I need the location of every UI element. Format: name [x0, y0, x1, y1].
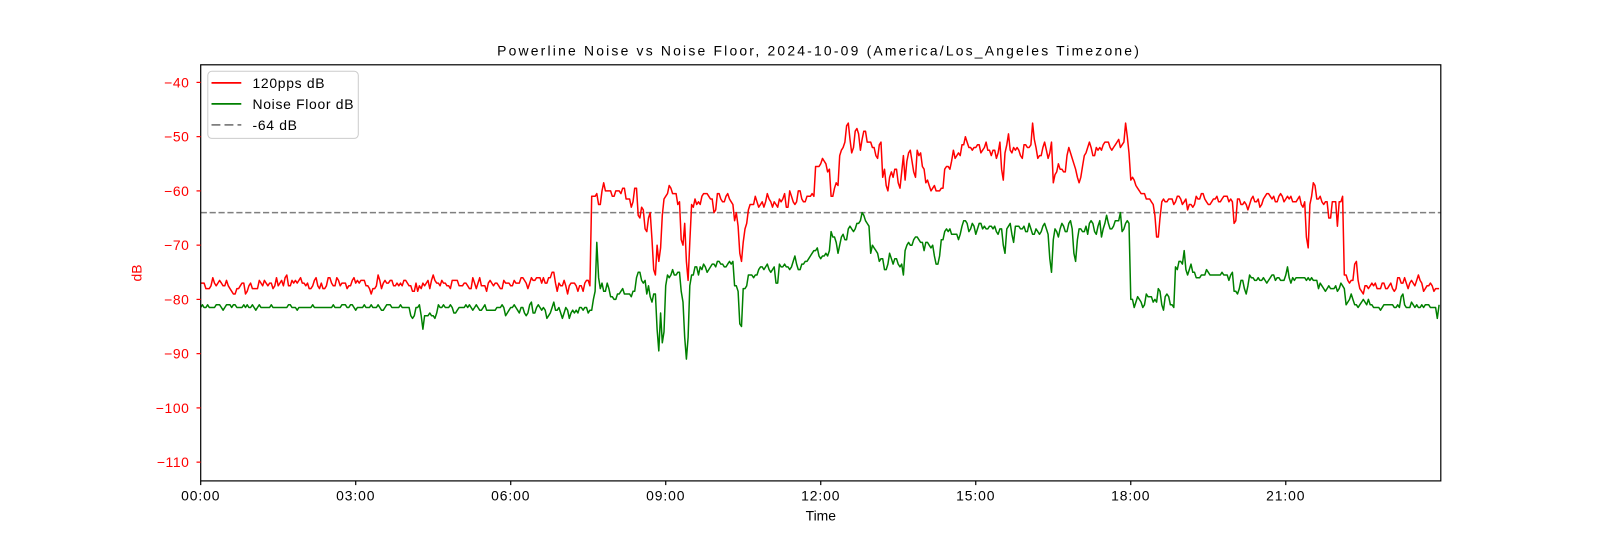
svg-text:−100: −100	[156, 400, 190, 416]
svg-text:dB: dB	[129, 265, 145, 282]
svg-text:03:00: 03:00	[336, 488, 375, 504]
svg-text:-64 dB: -64 dB	[253, 117, 298, 133]
svg-text:−50: −50	[164, 129, 189, 145]
svg-text:−110: −110	[157, 454, 190, 470]
svg-text:−90: −90	[164, 346, 189, 362]
svg-text:00:00: 00:00	[181, 488, 220, 504]
svg-text:12:00: 12:00	[801, 488, 840, 504]
svg-text:18:00: 18:00	[1111, 488, 1150, 504]
svg-text:−40: −40	[164, 74, 189, 90]
svg-text:−70: −70	[164, 237, 189, 253]
svg-text:−80: −80	[164, 291, 189, 307]
svg-text:15:00: 15:00	[956, 488, 995, 504]
svg-text:Noise Floor dB: Noise Floor dB	[253, 96, 355, 112]
svg-text:Time: Time	[806, 507, 837, 523]
svg-text:21:00: 21:00	[1266, 488, 1305, 504]
svg-text:120pps dB: 120pps dB	[253, 75, 326, 91]
svg-text:06:00: 06:00	[491, 488, 530, 504]
svg-text:Powerline Noise vs Noise Floor: Powerline Noise vs Noise Floor, 2024-10-…	[497, 42, 1141, 58]
svg-text:09:00: 09:00	[646, 488, 685, 504]
svg-text:−60: −60	[164, 183, 189, 199]
